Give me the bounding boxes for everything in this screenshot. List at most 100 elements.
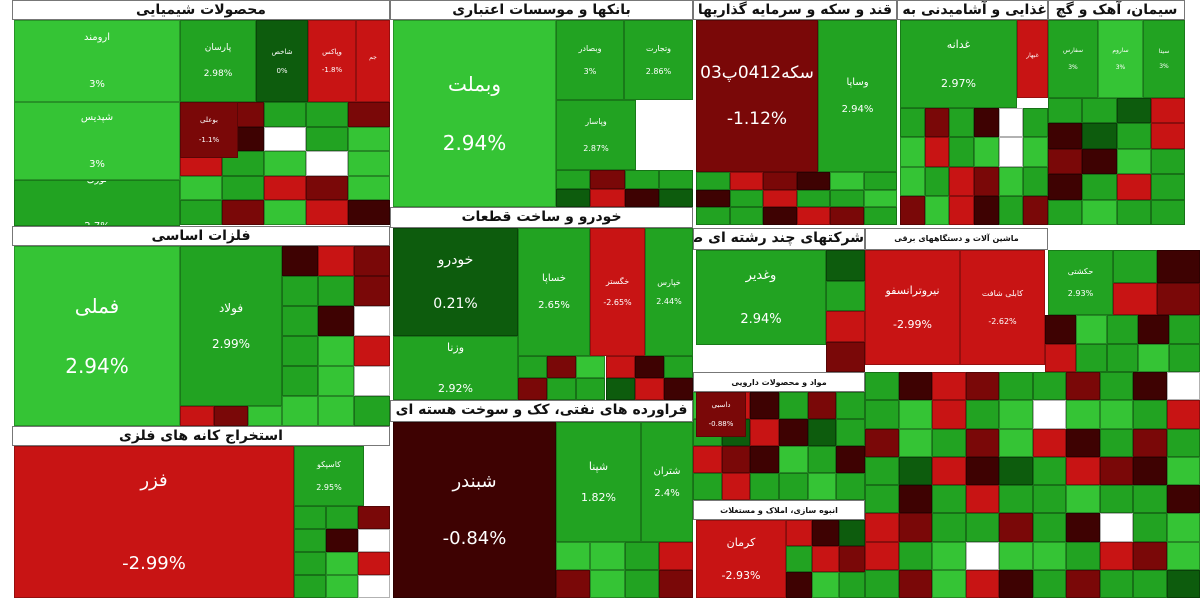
stock-tile-small[interactable] — [354, 246, 390, 276]
stock-tile-small[interactable] — [294, 575, 326, 598]
stock-tile-small[interactable] — [214, 406, 248, 426]
stock-tile[interactable]: خپارس 2.44% — [645, 228, 693, 356]
stock-tile-small[interactable] — [836, 392, 865, 419]
stock-tile-small[interactable] — [318, 396, 354, 426]
stock-tile-small[interactable] — [1032, 485, 1066, 514]
stock-tile-small[interactable] — [222, 200, 264, 225]
stock-tile-small[interactable] — [318, 366, 354, 396]
stock-tile-small[interactable] — [974, 108, 999, 138]
stock-tile-small[interactable] — [898, 400, 932, 429]
stock-tile-small[interactable] — [624, 542, 659, 570]
stock-tile-small[interactable] — [1133, 485, 1167, 514]
stock-tile-small[interactable] — [282, 336, 318, 366]
stock-tile-small[interactable] — [180, 175, 222, 201]
stock-tile-small[interactable] — [807, 419, 837, 446]
stock-tile-small[interactable] — [1076, 315, 1107, 344]
stock-tile-small[interactable] — [1066, 372, 1100, 401]
stock-tile-small[interactable] — [924, 195, 950, 225]
stock-tile-small[interactable] — [348, 102, 390, 127]
stock-tile-small[interactable] — [306, 102, 348, 127]
stock-tile-small[interactable] — [900, 108, 925, 138]
stock-tile-small[interactable] — [826, 280, 865, 311]
stock-tile-small[interactable] — [932, 541, 966, 570]
stock-tile-small[interactable] — [863, 207, 897, 225]
stock-tile-small[interactable] — [1032, 569, 1066, 598]
stock-tile-small[interactable] — [932, 400, 966, 429]
stock-tile-small[interactable] — [974, 195, 999, 225]
stock-tile[interactable]: پارسان 2.98% — [180, 20, 256, 102]
stock-tile-small[interactable] — [779, 392, 808, 419]
stock-tile-small[interactable] — [306, 200, 348, 225]
stock-tile-small[interactable] — [547, 378, 577, 400]
stock-tile-small[interactable] — [1133, 372, 1167, 401]
stock-tile[interactable]: فملی 2.94% — [14, 246, 180, 426]
stock-tile-small[interactable] — [318, 276, 354, 306]
stock-tile-small[interactable] — [264, 102, 306, 127]
stock-tile-small[interactable] — [1066, 513, 1100, 542]
stock-tile-small[interactable] — [264, 126, 306, 152]
stock-tile[interactable]: ساروم 3% — [1098, 20, 1143, 98]
stock-tile-small[interactable] — [1150, 98, 1185, 124]
stock-tile-small[interactable] — [556, 542, 591, 570]
stock-tile-small[interactable] — [812, 520, 839, 546]
stock-tile-small[interactable] — [796, 207, 830, 225]
stock-tile-small[interactable] — [750, 419, 779, 446]
stock-tile-small[interactable] — [786, 546, 813, 572]
stock-tile-small[interactable] — [949, 137, 974, 167]
stock-tile[interactable]: وپاسار 2.87% — [556, 100, 636, 170]
stock-tile-small[interactable] — [1023, 166, 1048, 196]
stock-tile-small[interactable] — [900, 137, 925, 167]
stock-tile-small[interactable] — [634, 356, 664, 378]
stock-tile-small[interactable] — [518, 378, 548, 400]
stock-tile-small[interactable] — [354, 306, 390, 336]
stock-tile-small[interactable] — [807, 392, 837, 419]
stock-tile-small[interactable] — [1150, 148, 1185, 175]
stock-tile-small[interactable] — [965, 569, 999, 598]
stock-tile-small[interactable] — [750, 392, 779, 419]
stock-tile-small[interactable] — [998, 108, 1024, 138]
stock-tile-small[interactable] — [348, 151, 390, 176]
stock-tile-small[interactable] — [1166, 485, 1200, 514]
stock-tile-small[interactable] — [318, 246, 354, 276]
stock-tile[interactable]: شپنا 1.82% — [556, 422, 641, 542]
stock-tile[interactable]: ارومند 3% — [14, 20, 180, 102]
stock-tile-small[interactable] — [949, 166, 974, 196]
stock-tile-small[interactable] — [696, 189, 730, 208]
stock-tile-small[interactable] — [282, 246, 318, 276]
stock-tile-small[interactable] — [865, 541, 899, 570]
stock-tile-small[interactable] — [1048, 174, 1083, 200]
stock-tile-small[interactable] — [1048, 123, 1083, 149]
stock-tile-small[interactable] — [729, 189, 763, 208]
stock-tile-small[interactable] — [838, 572, 865, 598]
stock-tile-small[interactable] — [898, 428, 932, 457]
stock-tile[interactable]: سفارس 3% — [1048, 20, 1098, 98]
stock-tile-small[interactable] — [590, 570, 625, 598]
stock-tile-small[interactable] — [1156, 250, 1200, 283]
stock-tile-small[interactable] — [974, 137, 999, 167]
stock-tile-small[interactable] — [326, 552, 358, 575]
stock-tile-small[interactable] — [898, 372, 932, 401]
stock-tile-small[interactable] — [1133, 569, 1167, 598]
stock-tile-small[interactable] — [779, 446, 808, 473]
stock-tile-small[interactable] — [865, 400, 899, 429]
stock-tile-small[interactable] — [900, 166, 925, 196]
stock-tile-small[interactable] — [999, 541, 1033, 570]
stock-tile-small[interactable] — [1138, 315, 1169, 344]
stock-tile-small[interactable] — [807, 446, 837, 473]
stock-tile[interactable]: غبهار — [1017, 20, 1048, 98]
stock-tile-small[interactable] — [634, 378, 664, 400]
stock-tile-small[interactable] — [932, 428, 966, 457]
stock-tile-small[interactable] — [1023, 137, 1048, 167]
stock-tile-small[interactable] — [1150, 199, 1185, 225]
stock-tile-small[interactable] — [949, 195, 974, 225]
stock-tile-small[interactable] — [1045, 343, 1076, 372]
stock-tile-small[interactable] — [318, 306, 354, 336]
stock-tile-small[interactable] — [1099, 428, 1133, 457]
stock-tile-small[interactable] — [865, 372, 899, 401]
stock-tile[interactable]: کاسپکو 2.95% — [294, 446, 364, 506]
stock-tile-small[interactable] — [556, 188, 591, 207]
stock-tile-small[interactable] — [949, 108, 974, 138]
stock-tile-small[interactable] — [1082, 98, 1117, 124]
stock-tile-small[interactable] — [556, 570, 591, 598]
stock-tile-small[interactable] — [354, 336, 390, 366]
